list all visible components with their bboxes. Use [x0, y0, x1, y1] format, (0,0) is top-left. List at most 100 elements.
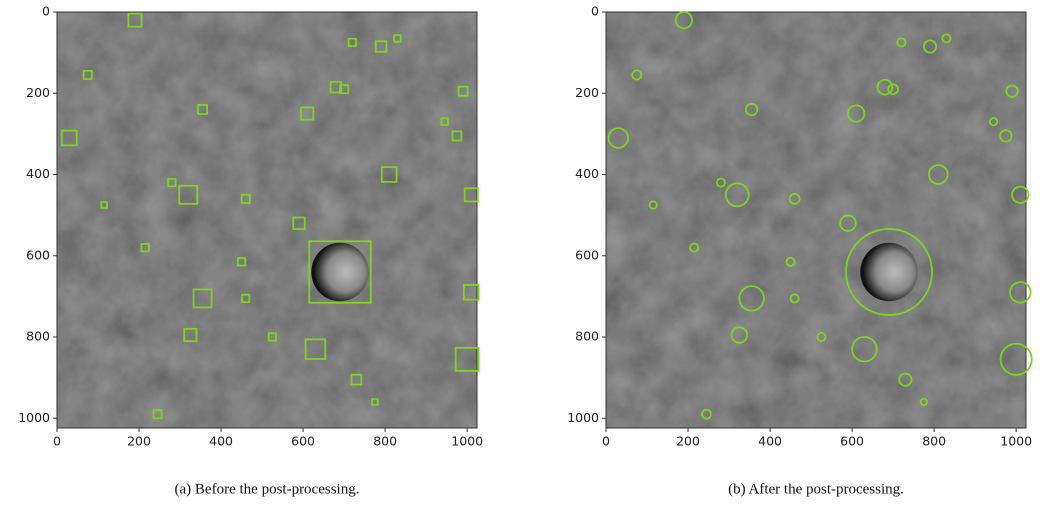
detection — [922, 39, 938, 54]
detection — [241, 293, 251, 303]
detection — [898, 372, 913, 387]
crater-texture — [860, 242, 918, 302]
detection — [267, 332, 277, 342]
detection — [183, 327, 198, 343]
detection — [847, 104, 866, 123]
detection — [941, 33, 952, 44]
detection — [61, 129, 78, 147]
x-tick-label: 600 — [840, 434, 864, 449]
detection — [648, 200, 658, 210]
x-tick-label: 200 — [127, 434, 151, 449]
x-tick-label: 600 — [291, 434, 315, 449]
detection — [1009, 281, 1032, 304]
y-tick-label: 400 — [26, 166, 50, 181]
caption: (b) After the post-processing. — [728, 481, 904, 497]
y-tick-label: 800 — [575, 329, 599, 344]
detection — [350, 373, 363, 386]
detection — [715, 177, 726, 188]
detection — [339, 84, 350, 95]
y-tick-label: 1000 — [567, 410, 599, 425]
detection — [989, 117, 999, 127]
axes-frame — [605, 11, 1027, 429]
detection — [887, 83, 899, 96]
y-tick-label: 800 — [26, 329, 50, 344]
detection — [454, 346, 480, 372]
detection — [816, 331, 827, 343]
detection — [1005, 84, 1019, 98]
x-tick-label: 1000 — [1000, 434, 1032, 449]
detection — [845, 228, 933, 316]
y-tick-label: 0 — [591, 4, 599, 19]
x-tick-label: 800 — [922, 434, 946, 449]
detection — [927, 164, 949, 185]
detection — [380, 166, 398, 183]
detection — [451, 130, 463, 142]
detection — [689, 242, 700, 253]
detection — [292, 216, 306, 230]
detection — [788, 193, 801, 205]
detection — [308, 240, 372, 304]
detection — [240, 193, 251, 204]
detection — [140, 243, 150, 253]
detection — [197, 104, 209, 115]
detection — [1011, 185, 1030, 204]
x-tick-label: 400 — [209, 434, 233, 449]
detection — [463, 187, 479, 203]
detection — [192, 288, 213, 309]
detection — [457, 85, 469, 97]
detection — [730, 326, 748, 344]
detection — [462, 284, 480, 301]
detection — [82, 69, 93, 80]
y-tick-label: 0 — [42, 4, 50, 19]
detection — [724, 182, 750, 208]
detection — [374, 40, 388, 53]
x-tick-label: 400 — [758, 434, 782, 449]
detection — [440, 117, 449, 126]
x-tick-label: 200 — [676, 434, 700, 449]
detection — [100, 201, 108, 209]
detection — [178, 184, 199, 205]
x-tick-label: 0 — [602, 434, 610, 449]
detection — [607, 127, 630, 149]
detection — [919, 397, 929, 407]
x-tick-label: 800 — [373, 434, 397, 449]
x-tick-label: 1000 — [451, 434, 483, 449]
y-tick-label: 600 — [575, 247, 599, 262]
image-shade — [57, 12, 477, 428]
detection — [999, 129, 1013, 143]
detection — [876, 78, 894, 96]
detection — [789, 293, 800, 304]
detection — [371, 398, 379, 406]
detection — [127, 12, 143, 28]
detection — [236, 257, 247, 267]
detection — [347, 37, 357, 48]
detection — [329, 80, 343, 94]
moon-image — [606, 12, 1026, 428]
detection — [839, 214, 857, 232]
moon-image — [57, 12, 477, 428]
axes-frame — [56, 11, 478, 429]
detection — [674, 11, 694, 30]
y-tick-label: 1000 — [18, 410, 50, 425]
y-tick-label: 200 — [575, 85, 599, 100]
x-tick-label: 0 — [53, 434, 61, 449]
detection — [393, 34, 402, 43]
detection — [999, 342, 1033, 376]
detection — [167, 178, 177, 188]
detection — [896, 37, 907, 48]
y-tick-label: 400 — [575, 166, 599, 181]
detection — [631, 69, 643, 81]
detection — [851, 335, 878, 363]
detection — [701, 408, 712, 420]
image-shade — [606, 12, 1026, 428]
detection — [304, 338, 327, 360]
detection — [738, 285, 765, 312]
detection — [300, 106, 315, 121]
crater-texture — [311, 242, 369, 302]
detection — [744, 102, 759, 117]
detection — [152, 409, 163, 420]
detection — [785, 256, 796, 267]
y-tick-label: 200 — [26, 85, 50, 100]
